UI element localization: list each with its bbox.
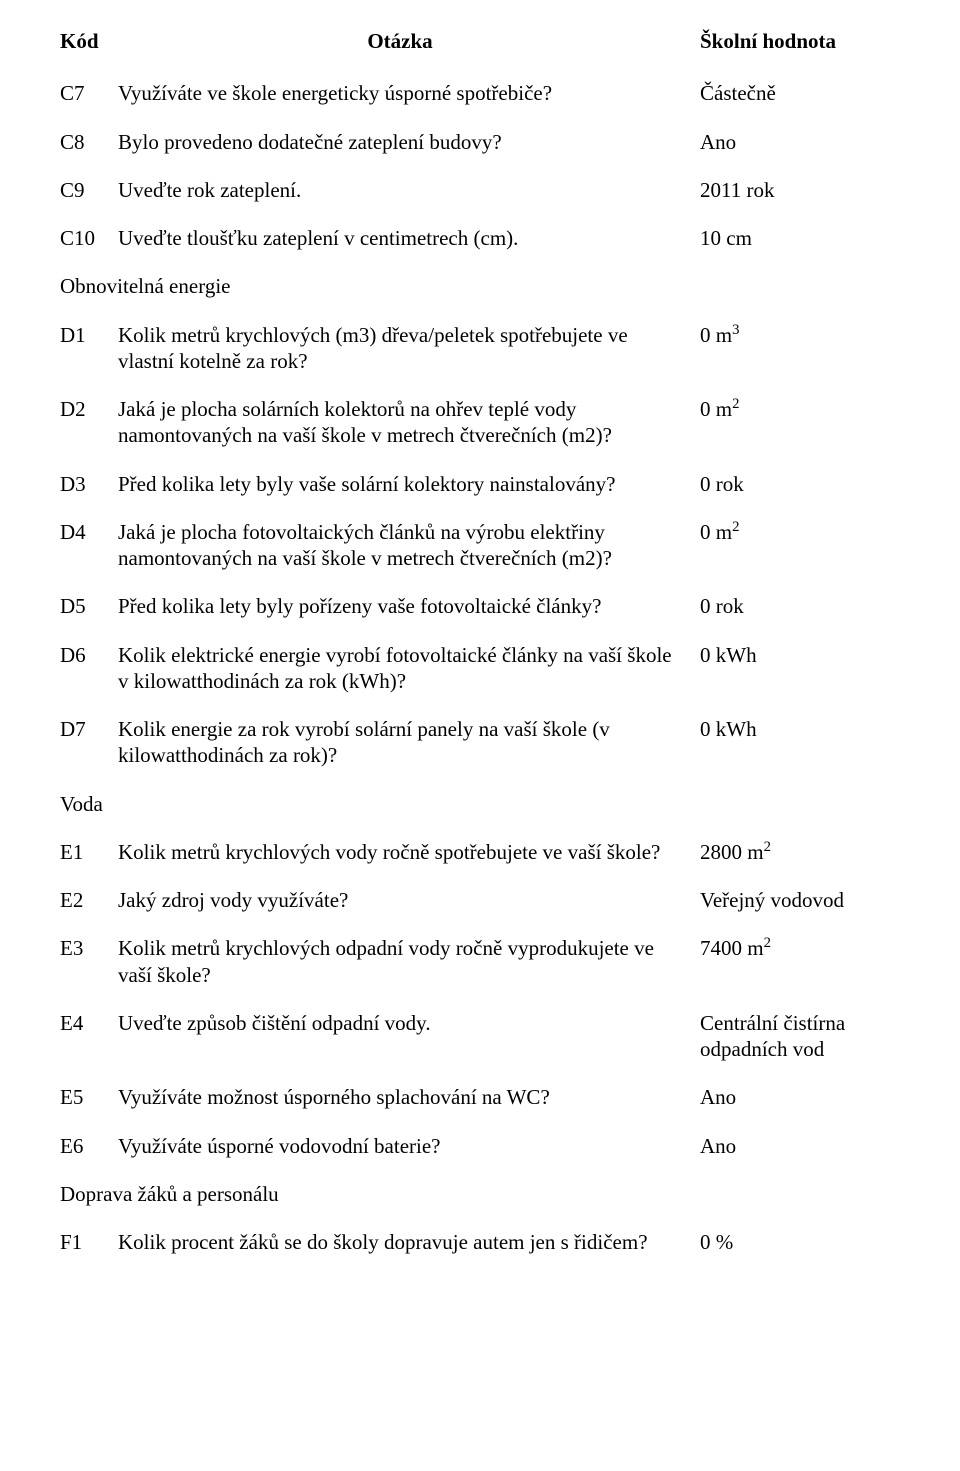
row-question: Bylo provedeno dodatečné zateplení budov…	[118, 129, 700, 155]
row-code: E3	[60, 935, 118, 961]
table-row: C10 Uveďte tloušťku zateplení v centimet…	[60, 225, 900, 251]
row-code: D1	[60, 322, 118, 348]
table-row: E4 Uveďte způsob čištění odpadní vody. C…	[60, 1010, 900, 1063]
table-header-row: Kód Otázka Školní hodnota	[60, 28, 900, 54]
row-question: Uveďte způsob čištění odpadní vody.	[118, 1010, 700, 1036]
row-code: C7	[60, 80, 118, 106]
row-code: E5	[60, 1084, 118, 1110]
table-row: D7 Kolik energie za rok vyrobí solární p…	[60, 716, 900, 769]
value-text: 0 m	[700, 323, 732, 347]
row-code: F1	[60, 1229, 118, 1255]
table-row: E6 Využíváte úsporné vodovodní baterie? …	[60, 1133, 900, 1159]
row-question: Jaká je plocha fotovoltaických článků na…	[118, 519, 700, 572]
value-text: 0 m	[700, 520, 732, 544]
table-row: D2 Jaká je plocha solárních kolektorů na…	[60, 396, 900, 449]
row-code: C9	[60, 177, 118, 203]
row-code: D5	[60, 593, 118, 619]
value-sup: 2	[764, 839, 771, 855]
table-row: E2 Jaký zdroj vody využíváte? Veřejný vo…	[60, 887, 900, 913]
row-value: 0 m2	[700, 396, 900, 422]
table-row: E5 Využíváte možnost úsporného splachová…	[60, 1084, 900, 1110]
value-sup: 2	[732, 519, 739, 535]
row-value: Ano	[700, 129, 900, 155]
row-value: Ano	[700, 1133, 900, 1159]
page: Kód Otázka Školní hodnota C7 Využíváte v…	[0, 0, 960, 1471]
table-row: C9 Uveďte rok zateplení. 2011 rok	[60, 177, 900, 203]
row-value: Veřejný vodovod	[700, 887, 900, 913]
row-value: 7400 m2	[700, 935, 900, 961]
row-question: Uveďte rok zateplení.	[118, 177, 700, 203]
row-question: Před kolika lety byly vaše solární kolek…	[118, 471, 700, 497]
row-code: E4	[60, 1010, 118, 1036]
row-question: Kolik metrů krychlových vody ročně spotř…	[118, 839, 700, 865]
header-code: Kód	[60, 28, 118, 54]
table-row: C8 Bylo provedeno dodatečné zateplení bu…	[60, 129, 900, 155]
row-question: Kolik metrů krychlových (m3) dřeva/pelet…	[118, 322, 700, 375]
table-row: E1 Kolik metrů krychlových vody ročně sp…	[60, 839, 900, 865]
table-row: C7 Využíváte ve škole energeticky úsporn…	[60, 80, 900, 106]
row-value: Centrální čistírna odpadních vod	[700, 1010, 900, 1063]
value-text: 7400 m	[700, 936, 764, 960]
row-value: 0 kWh	[700, 642, 900, 668]
row-question: Využíváte možnost úsporného splachování …	[118, 1084, 700, 1110]
table-row: E3 Kolik metrů krychlových odpadní vody …	[60, 935, 900, 988]
row-value: 2011 rok	[700, 177, 900, 203]
row-question: Uveďte tloušťku zateplení v centimetrech…	[118, 225, 700, 251]
value-sup: 3	[732, 322, 739, 338]
row-value: Částečně	[700, 80, 900, 106]
value-sup: 2	[732, 396, 739, 412]
row-value: 10 cm	[700, 225, 900, 251]
row-question: Jaký zdroj vody využíváte?	[118, 887, 700, 913]
row-code: D4	[60, 519, 118, 545]
row-value: Ano	[700, 1084, 900, 1110]
row-question: Před kolika lety byly pořízeny vaše foto…	[118, 593, 700, 619]
row-question: Kolik elektrické energie vyrobí fotovolt…	[118, 642, 700, 695]
table-row: D5 Před kolika lety byly pořízeny vaše f…	[60, 593, 900, 619]
row-question: Kolik energie za rok vyrobí solární pane…	[118, 716, 700, 769]
header-value: Školní hodnota	[700, 28, 900, 54]
row-value: 0 rok	[700, 593, 900, 619]
row-question: Využíváte úsporné vodovodní baterie?	[118, 1133, 700, 1159]
table-row: D6 Kolik elektrické energie vyrobí fotov…	[60, 642, 900, 695]
row-value: 0 m2	[700, 519, 900, 545]
row-value: 0 kWh	[700, 716, 900, 742]
row-code: D7	[60, 716, 118, 742]
table-row: D4 Jaká je plocha fotovoltaických článků…	[60, 519, 900, 572]
table-row: F1 Kolik procent žáků se do školy doprav…	[60, 1229, 900, 1255]
value-text: 2800 m	[700, 840, 764, 864]
row-value: 2800 m2	[700, 839, 900, 865]
row-code: D2	[60, 396, 118, 422]
table-row: D3 Před kolika lety byly vaše solární ko…	[60, 471, 900, 497]
row-question: Využíváte ve škole energeticky úsporné s…	[118, 80, 700, 106]
value-sup: 2	[764, 935, 771, 951]
table-row: D1 Kolik metrů krychlových (m3) dřeva/pe…	[60, 322, 900, 375]
row-question: Kolik procent žáků se do školy dopravuje…	[118, 1229, 700, 1255]
row-code: C8	[60, 129, 118, 155]
row-code: E2	[60, 887, 118, 913]
row-question: Kolik metrů krychlových odpadní vody roč…	[118, 935, 700, 988]
row-code: E1	[60, 839, 118, 865]
section-renewable-heading: Obnovitelná energie	[60, 273, 900, 299]
row-code: C10	[60, 225, 118, 251]
value-text: 0 m	[700, 397, 732, 421]
row-code: D6	[60, 642, 118, 668]
row-value: 0 rok	[700, 471, 900, 497]
section-transport-heading: Doprava žáků a personálu	[60, 1181, 900, 1207]
row-value: 0 %	[700, 1229, 900, 1255]
row-code: D3	[60, 471, 118, 497]
row-code: E6	[60, 1133, 118, 1159]
header-question: Otázka	[118, 28, 700, 54]
row-value: 0 m3	[700, 322, 900, 348]
row-question: Jaká je plocha solárních kolektorů na oh…	[118, 396, 700, 449]
section-water-heading: Voda	[60, 791, 900, 817]
